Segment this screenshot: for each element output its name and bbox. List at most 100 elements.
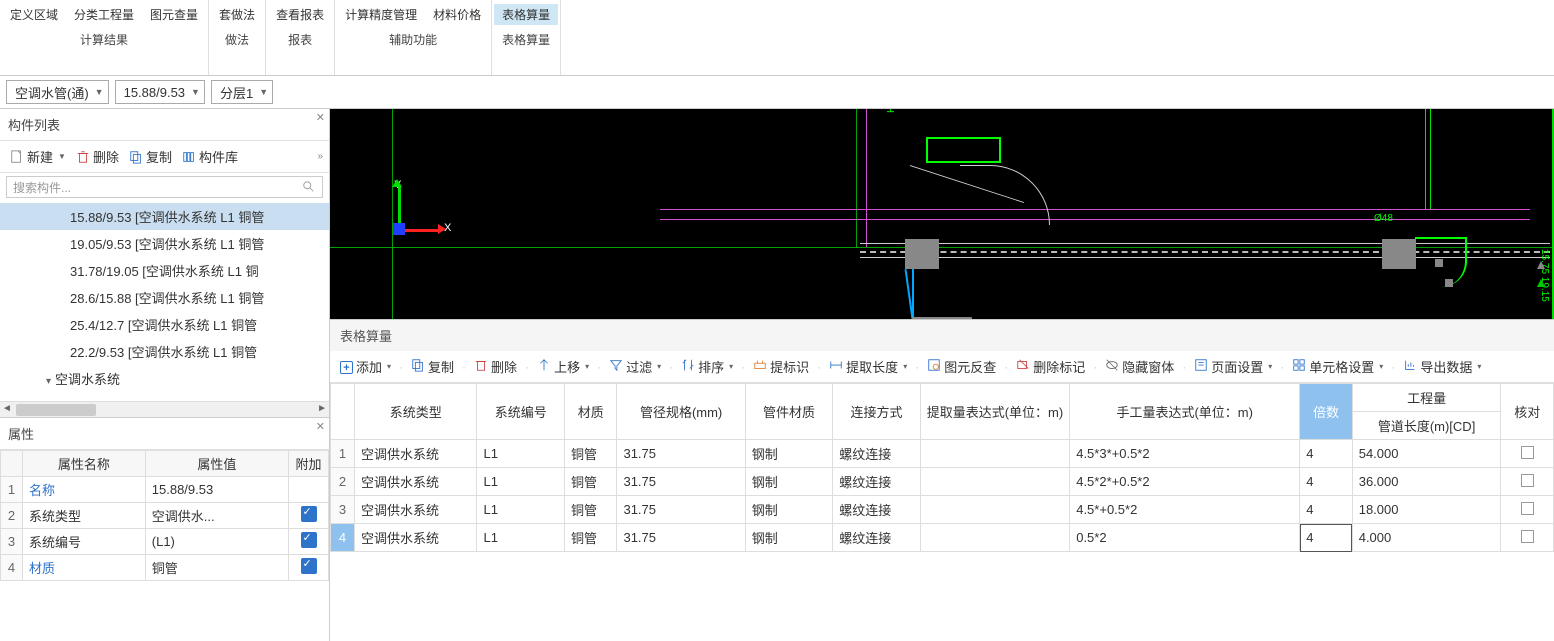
cell-connect[interactable]: 螺纹连接 xyxy=(833,496,920,524)
col-check[interactable]: 核对 xyxy=(1501,384,1554,440)
cell-fitting[interactable]: 钢制 xyxy=(745,440,832,468)
cell-manual[interactable]: 4.5*2*+0.5*2 xyxy=(1070,468,1300,496)
table-row[interactable]: 3 空调供水系统 L1 铜管 31.75 钢制 螺纹连接 4.5*+0.5*2 … xyxy=(331,496,1554,524)
checkbox-icon[interactable] xyxy=(1521,502,1534,515)
cell-fitting[interactable]: 钢制 xyxy=(745,524,832,552)
copy-button[interactable]: 复制 xyxy=(125,145,176,168)
prop-add[interactable] xyxy=(289,477,329,503)
cell-qty[interactable]: 18.000 xyxy=(1352,496,1501,524)
toolbar-导出数据[interactable]: 导出数据▾ xyxy=(1399,355,1485,378)
cell-sys-no[interactable]: L1 xyxy=(477,524,564,552)
ribbon-button[interactable]: 计算精度管理 xyxy=(337,4,425,25)
cell-connect[interactable]: 螺纹连接 xyxy=(833,468,920,496)
close-icon[interactable]: ✕ xyxy=(316,420,325,433)
col-fitting[interactable]: 管件材质 xyxy=(745,384,832,440)
cell-check[interactable] xyxy=(1501,468,1554,496)
cell-multiplier[interactable]: 4 xyxy=(1300,524,1353,552)
col-multiplier[interactable]: 倍数 xyxy=(1300,384,1353,440)
checkbox-icon[interactable] xyxy=(1521,530,1534,543)
overflow-icon[interactable]: » xyxy=(317,151,323,162)
cell-fitting[interactable]: 钢制 xyxy=(745,496,832,524)
tree-group[interactable]: 空调水系统 xyxy=(0,365,329,392)
horizontal-scrollbar[interactable]: ◄ ► xyxy=(0,401,329,417)
cell-manual[interactable]: 4.5*3*+0.5*2 xyxy=(1070,440,1300,468)
toolbar-提标识[interactable]: 提标识 xyxy=(749,355,813,378)
toolbar-添加[interactable]: +添加▾ xyxy=(336,355,395,378)
prop-name[interactable]: 材质 xyxy=(23,555,146,581)
col-spec[interactable]: 管径规格(mm) xyxy=(617,384,745,440)
cell-sys-type[interactable]: 空调供水系统 xyxy=(355,496,477,524)
col-material[interactable]: 材质 xyxy=(564,384,617,440)
ribbon-button[interactable]: 表格算量 xyxy=(494,4,558,25)
row-num[interactable]: 1 xyxy=(331,440,355,468)
cell-material[interactable]: 铜管 xyxy=(564,440,617,468)
cell-sys-type[interactable]: 空调供水系统 xyxy=(355,468,477,496)
close-icon[interactable]: ✕ xyxy=(316,111,325,124)
row-num[interactable]: 4 xyxy=(331,524,355,552)
toolbar-单元格设置[interactable]: 单元格设置▾ xyxy=(1288,355,1387,378)
cell-manual[interactable]: 4.5*+0.5*2 xyxy=(1070,496,1300,524)
cell-check[interactable] xyxy=(1501,440,1554,468)
search-input[interactable]: 搜索构件... xyxy=(6,176,323,198)
checkbox-icon[interactable] xyxy=(1521,446,1534,459)
tree-item[interactable]: 25.4/12.7 [空调供水系统 L1 铜管 xyxy=(0,311,329,338)
table-row[interactable]: 4 空调供水系统 L1 铜管 31.75 钢制 螺纹连接 0.5*2 4 4.0… xyxy=(331,524,1554,552)
nav-arrow-icon[interactable] xyxy=(1534,275,1548,292)
cell-qty[interactable]: 36.000 xyxy=(1352,468,1501,496)
cell-multiplier[interactable]: 4 xyxy=(1300,440,1353,468)
toolbar-图元反查[interactable]: 图元反查 xyxy=(923,355,1000,378)
prop-value[interactable]: 铜管 xyxy=(145,555,288,581)
prop-value[interactable]: 空调供水... xyxy=(145,503,288,529)
cell-extract[interactable] xyxy=(920,468,1070,496)
cell-spec[interactable]: 31.75 xyxy=(617,440,745,468)
cell-multiplier[interactable]: 4 xyxy=(1300,468,1353,496)
table-row[interactable]: 2 空调供水系统 L1 铜管 31.75 钢制 螺纹连接 4.5*2*+0.5*… xyxy=(331,468,1554,496)
cell-extract[interactable] xyxy=(920,440,1070,468)
col-sys-type[interactable]: 系统类型 xyxy=(355,384,477,440)
cell-spec[interactable]: 31.75 xyxy=(617,468,745,496)
prop-name[interactable]: 名称 xyxy=(23,477,146,503)
cell-connect[interactable]: 螺纹连接 xyxy=(833,440,920,468)
cell-sys-no[interactable]: L1 xyxy=(477,440,564,468)
scroll-right-icon[interactable]: ► xyxy=(317,403,327,414)
col-qty-group[interactable]: 工程量 xyxy=(1352,384,1501,412)
checkbox-checked-icon[interactable] xyxy=(301,532,317,548)
cell-qty[interactable]: 54.000 xyxy=(1352,440,1501,468)
cell-connect[interactable]: 螺纹连接 xyxy=(833,524,920,552)
cell-manual[interactable]: 0.5*2 xyxy=(1070,524,1300,552)
checkbox-icon[interactable] xyxy=(1521,474,1534,487)
row-num[interactable]: 3 xyxy=(331,496,355,524)
cell-multiplier[interactable]: 4 xyxy=(1300,496,1353,524)
cell-spec[interactable]: 31.75 xyxy=(617,524,745,552)
lib-button[interactable]: 构件库 xyxy=(178,145,242,168)
cell-sys-no[interactable]: L1 xyxy=(477,496,564,524)
combo-category[interactable]: 空调水管(通)▼ xyxy=(6,80,109,104)
cell-check[interactable] xyxy=(1501,524,1554,552)
cell-fitting[interactable]: 钢制 xyxy=(745,468,832,496)
toolbar-删除标记[interactable]: 删除标记 xyxy=(1012,355,1089,378)
toolbar-排序[interactable]: 排序▾ xyxy=(677,355,737,378)
prop-value[interactable]: (L1) xyxy=(145,529,288,555)
prop-name[interactable]: 系统类型 xyxy=(23,503,146,529)
checkbox-checked-icon[interactable] xyxy=(301,558,317,574)
scroll-left-icon[interactable]: ◄ xyxy=(2,403,12,414)
prop-add[interactable] xyxy=(289,529,329,555)
cell-extract[interactable] xyxy=(920,524,1070,552)
toolbar-删除[interactable]: 删除 xyxy=(470,355,521,378)
toolbar-隐藏窗体[interactable]: 隐藏窗体 xyxy=(1101,355,1178,378)
cell-material[interactable]: 铜管 xyxy=(564,524,617,552)
tree-item[interactable]: 15.88/9.53 [空调供水系统 L1 铜管 xyxy=(0,203,329,230)
cell-sys-no[interactable]: L1 xyxy=(477,468,564,496)
cell-material[interactable]: 铜管 xyxy=(564,468,617,496)
cell-qty[interactable]: 4.000 xyxy=(1352,524,1501,552)
col-extract[interactable]: 提取量表达式(单位：m) xyxy=(920,384,1070,440)
combo-size[interactable]: 15.88/9.53▼ xyxy=(115,80,205,104)
prop-add[interactable] xyxy=(289,555,329,581)
tree-item[interactable]: 28.6/15.88 [空调供水系统 L1 铜管 xyxy=(0,284,329,311)
nav-arrow-icon[interactable] xyxy=(1534,257,1548,274)
cell-check[interactable] xyxy=(1501,496,1554,524)
cell-extract[interactable] xyxy=(920,496,1070,524)
ribbon-button[interactable]: 查看报表 xyxy=(268,4,332,25)
table-row[interactable]: 1 空调供水系统 L1 铜管 31.75 钢制 螺纹连接 4.5*3*+0.5*… xyxy=(331,440,1554,468)
ribbon-button[interactable]: 套做法 xyxy=(211,4,263,25)
